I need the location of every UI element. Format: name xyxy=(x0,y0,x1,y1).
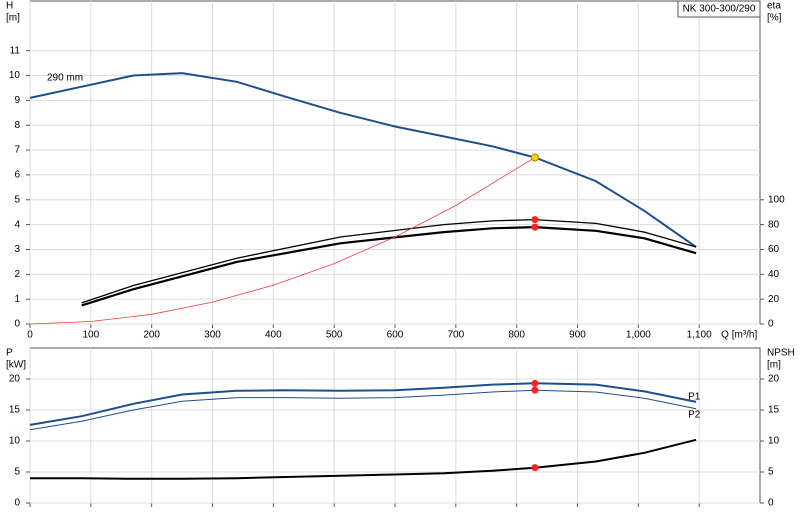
duty-point xyxy=(531,464,539,472)
y-tick-label: 20 xyxy=(9,374,21,385)
y2-axis-label: eta xyxy=(767,1,781,12)
y2-tick-label: 0 xyxy=(768,498,774,509)
duty-point xyxy=(530,153,539,162)
title-box xyxy=(677,0,761,18)
y2-tick-label: 5 xyxy=(768,467,774,478)
duty-point xyxy=(531,379,539,387)
x-tick-label: 300 xyxy=(204,330,221,341)
duty-point xyxy=(531,216,539,224)
series-line xyxy=(81,225,697,307)
y-tick-label: 15 xyxy=(9,405,21,416)
y-tick-label: 1 xyxy=(14,294,20,305)
x-tick-label: 0 xyxy=(27,330,33,341)
y-tick-label: 4 xyxy=(14,219,20,230)
series-line xyxy=(29,389,697,431)
y2-tick-label: 100 xyxy=(768,194,785,205)
y2-tick-label: 20 xyxy=(768,294,780,305)
x-tick-label: 800 xyxy=(508,330,525,341)
series-line xyxy=(29,157,536,325)
y2-axis-label: [m] xyxy=(767,360,781,371)
y-tick-label: 5 xyxy=(14,467,20,478)
y-tick-label: 9 xyxy=(14,95,20,106)
y2-axis-label: [%] xyxy=(767,13,782,24)
chart-title: NK 300-300/290 xyxy=(683,4,756,15)
y2-tick-label: 80 xyxy=(768,219,780,230)
x-tick-label: 600 xyxy=(387,330,404,341)
y2-tick-label: 20 xyxy=(768,374,780,385)
x-tick-label: 1,000 xyxy=(626,330,651,341)
y-tick-label: 6 xyxy=(14,170,20,181)
y2-axis-label: NPSH xyxy=(767,348,795,359)
y-axis-label: P xyxy=(6,348,13,359)
y-tick-label: 5 xyxy=(14,194,20,205)
y-tick-label: 3 xyxy=(14,244,20,255)
series-line xyxy=(29,382,697,426)
x-tick-label: 1,100 xyxy=(687,330,712,341)
series-line xyxy=(81,218,697,304)
x-axis-label: Q [m³/h] xyxy=(721,330,757,341)
y-axis-label: H xyxy=(6,1,13,12)
y2-tick-label: 40 xyxy=(768,269,780,280)
series-line xyxy=(30,438,697,480)
series-label: P1 xyxy=(688,392,701,403)
x-tick-label: 100 xyxy=(82,330,99,341)
x-tick-label: 400 xyxy=(265,330,282,341)
y-tick-label: 10 xyxy=(9,70,21,81)
duty-point xyxy=(531,386,539,394)
y-tick-label: 8 xyxy=(14,120,20,131)
series-line xyxy=(29,72,697,248)
x-tick-label: 900 xyxy=(569,330,586,341)
y2-tick-label: 10 xyxy=(768,436,780,447)
y-tick-label: 0 xyxy=(14,319,20,330)
y-tick-label: 2 xyxy=(14,269,20,280)
y2-tick-label: 60 xyxy=(768,244,780,255)
x-tick-label: 200 xyxy=(143,330,160,341)
series-label: P2 xyxy=(688,409,701,420)
x-tick-label: 700 xyxy=(447,330,464,341)
y-axis-label: [kW] xyxy=(6,360,26,371)
y-tick-label: 0 xyxy=(14,498,20,509)
y2-tick-label: 0 xyxy=(768,319,774,330)
y-tick-label: 10 xyxy=(9,436,21,447)
y-tick-label: 11 xyxy=(10,45,21,56)
series-label: 290 mm xyxy=(47,73,83,84)
duty-point xyxy=(531,223,539,231)
x-tick-label: 500 xyxy=(326,330,343,341)
y2-tick-label: 15 xyxy=(768,405,780,416)
y-tick-label: 7 xyxy=(14,145,20,156)
y-axis-label: [m] xyxy=(6,13,20,24)
